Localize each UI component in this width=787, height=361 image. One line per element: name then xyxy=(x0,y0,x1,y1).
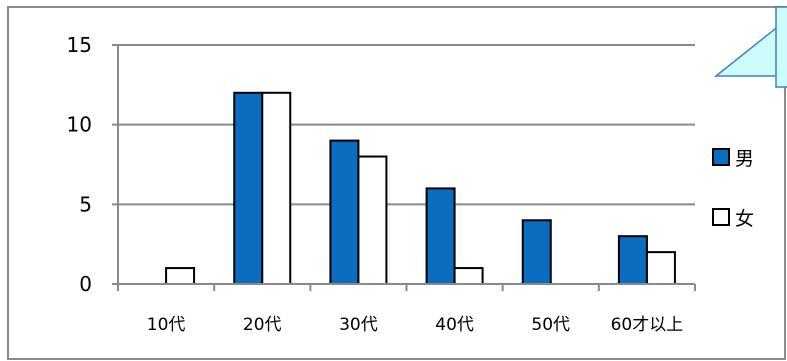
bar xyxy=(453,267,484,286)
gridlines xyxy=(112,44,695,284)
x-category-label: 60才以上 xyxy=(611,315,684,335)
bar xyxy=(521,219,552,285)
x-category-label: 20代 xyxy=(243,315,282,335)
legend-swatch xyxy=(712,148,730,166)
x-axis-labels: 10代 20代 30代 40代 50代 60才以上 xyxy=(147,315,683,335)
bar xyxy=(617,235,648,285)
bar xyxy=(645,251,676,285)
callout-balloon xyxy=(713,6,787,88)
y-tick-label: 5 xyxy=(79,192,92,216)
x-category-label: 40代 xyxy=(435,315,474,335)
y-tick-label: 10 xyxy=(67,113,92,137)
bar xyxy=(165,267,196,286)
x-category-label: 30代 xyxy=(339,315,378,335)
x-category-label: 10代 xyxy=(147,315,186,335)
legend-label: 男 xyxy=(735,148,754,170)
legend-label: 女 xyxy=(735,208,754,230)
bar xyxy=(425,187,456,285)
bar xyxy=(233,91,264,285)
x-category-label: 50代 xyxy=(531,315,570,335)
callout-body xyxy=(775,6,787,88)
y-axis-ticks: 0 5 10 15 xyxy=(67,33,92,296)
y-tick-label: 0 xyxy=(79,272,92,296)
bar xyxy=(261,91,292,285)
bar xyxy=(357,155,388,286)
chart-frame xyxy=(7,6,786,360)
bars xyxy=(165,91,676,286)
legend-swatch xyxy=(712,208,730,226)
legend: 男女 xyxy=(712,148,754,230)
y-tick-label: 15 xyxy=(67,33,92,57)
bar xyxy=(329,139,360,285)
x-axis xyxy=(112,283,696,291)
